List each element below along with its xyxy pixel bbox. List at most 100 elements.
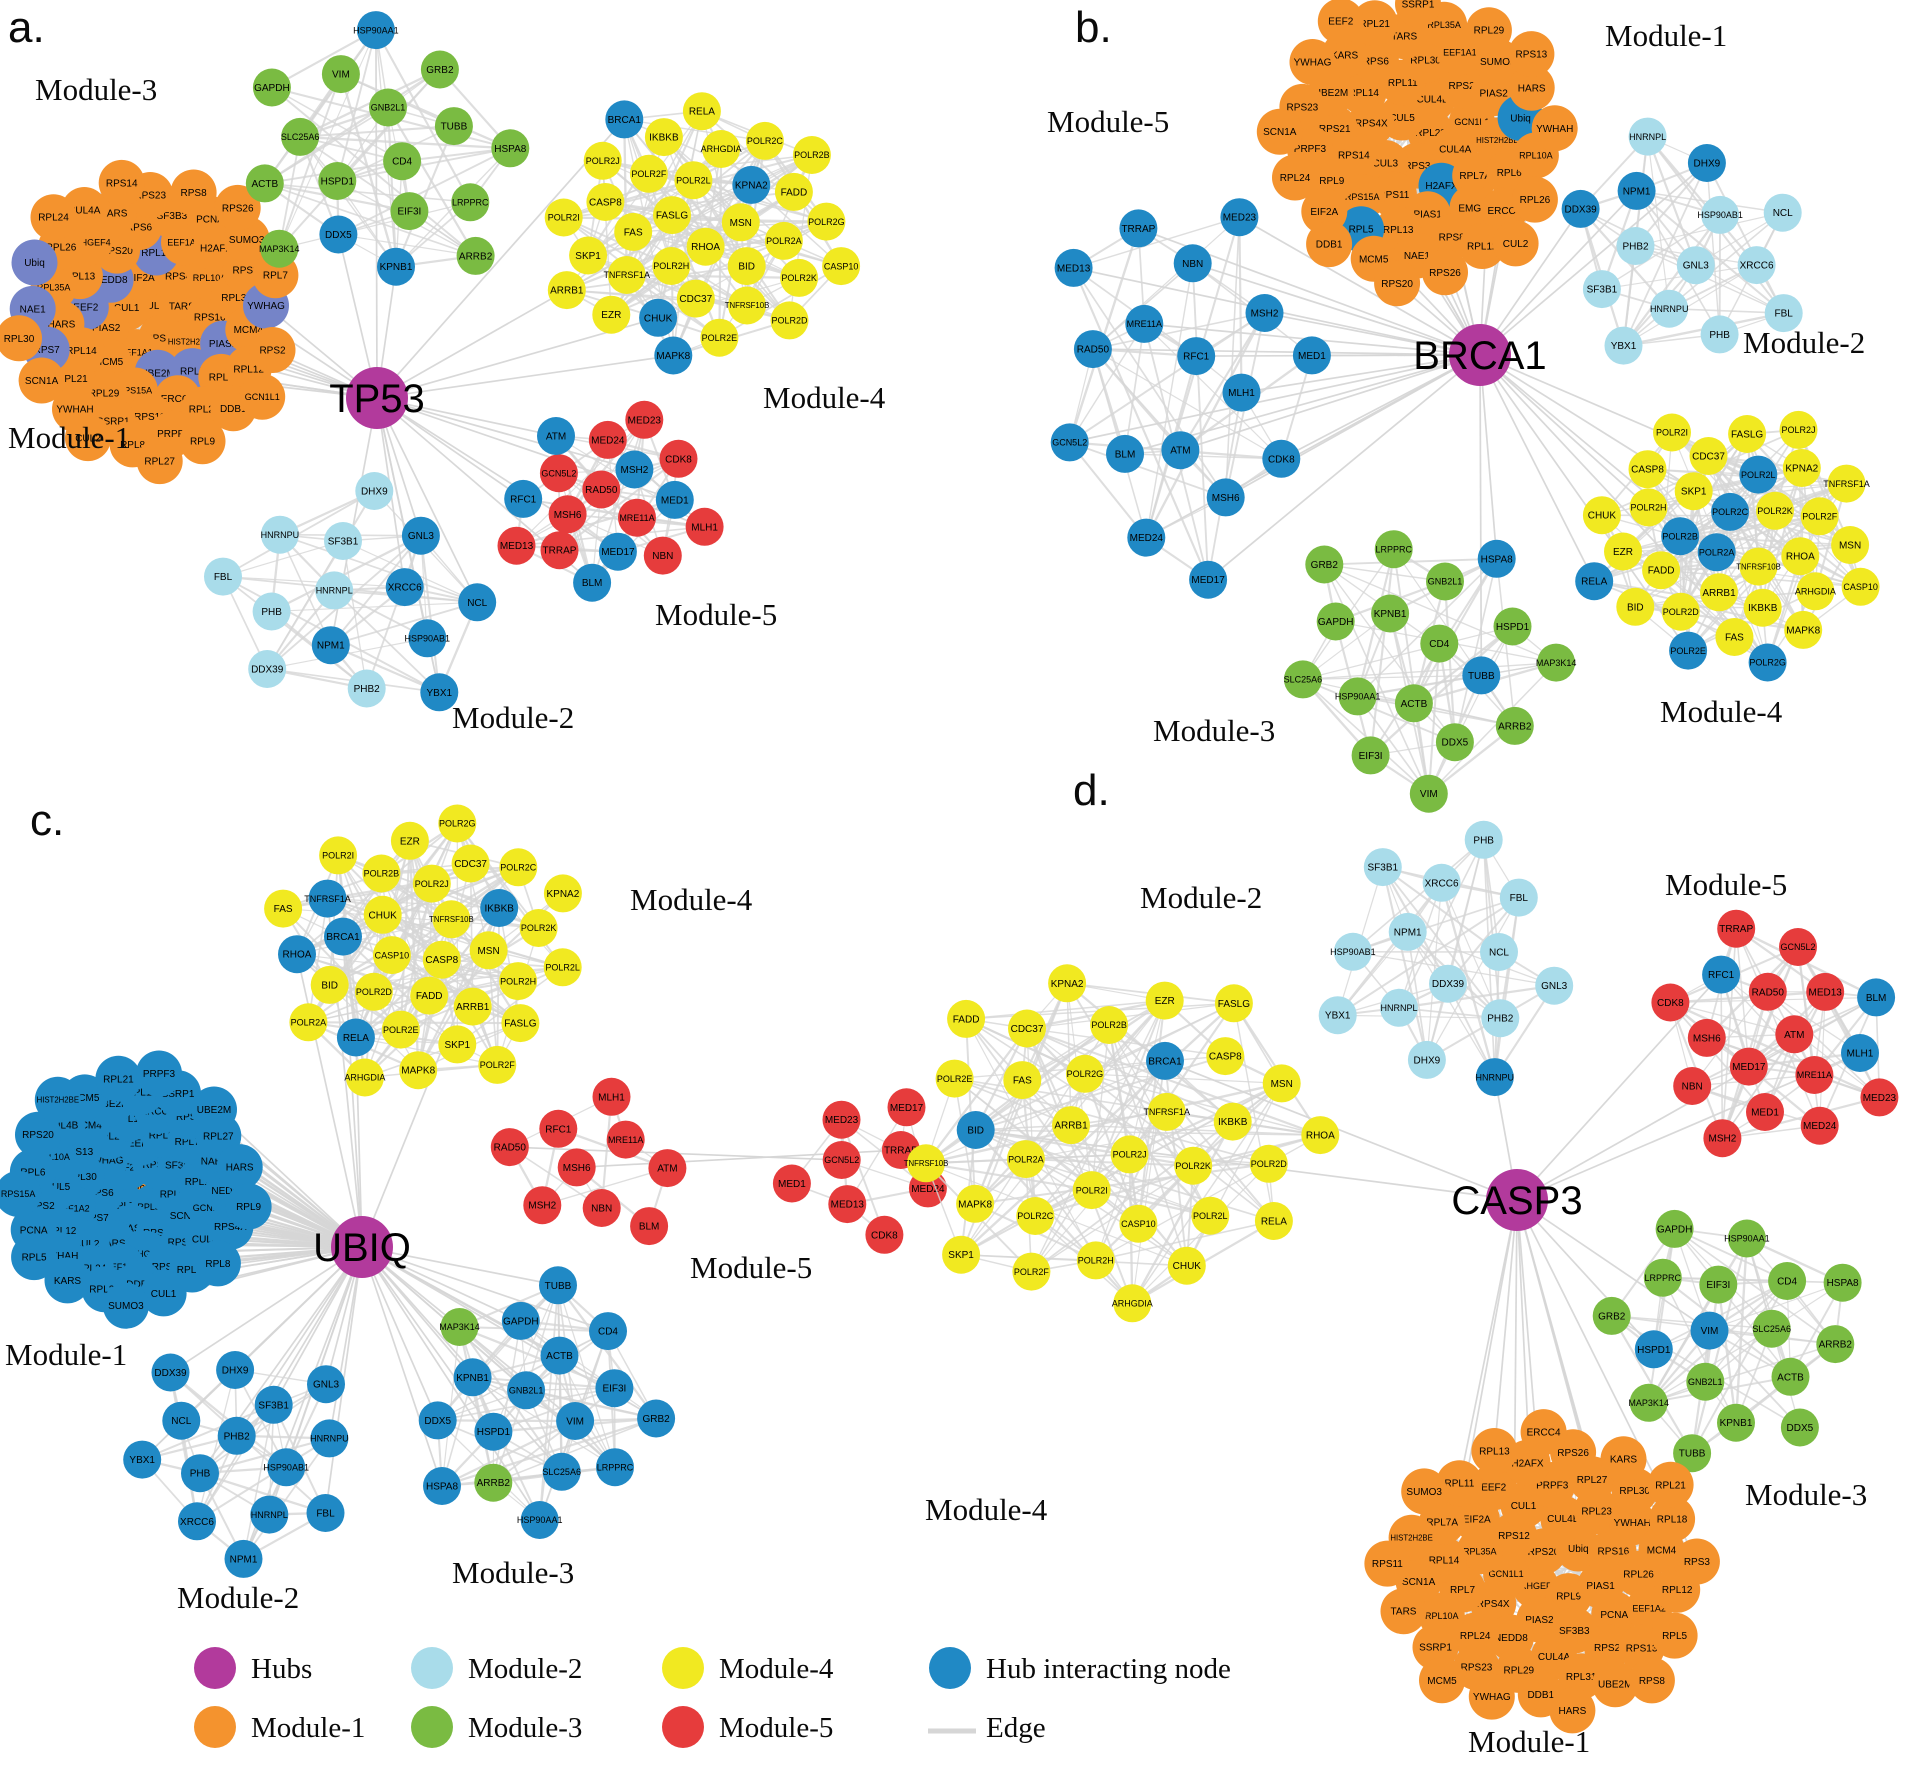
node-label: NAE1 [20, 304, 47, 315]
node-label: RPL11 [141, 248, 171, 259]
edge [1674, 1228, 1792, 1378]
hub-edge [1180, 354, 1481, 452]
node-label: RPL12 [1662, 1585, 1693, 1596]
edge [1670, 990, 1826, 1004]
node-label: TNFRSF1A [603, 270, 650, 280]
edge [1030, 1000, 1166, 1272]
node-label: RAD50 [1077, 345, 1110, 356]
node-HNRNPL [315, 571, 354, 610]
node-label: EEF2 [1328, 17, 1353, 28]
node-HARS [216, 1144, 263, 1191]
node-KPNB1 [377, 247, 415, 286]
node-label: YWHAG [247, 301, 285, 312]
node-label: IKBKB [1748, 603, 1778, 614]
hub-edge [1207, 354, 1481, 581]
node-label: TUBB [441, 122, 468, 133]
node-FADD [410, 976, 449, 1015]
node-label: MSH6 [1693, 1033, 1721, 1044]
edge [1622, 162, 1708, 346]
node-YWHAG [1289, 39, 1336, 85]
node-label: POLR2I [322, 851, 354, 861]
node-POLR2K [1756, 491, 1794, 530]
node-HSP90AB1 [1333, 932, 1372, 971]
node-label: FADD [416, 991, 443, 1002]
hub-edge [1479, 354, 1595, 582]
node-RAD50 [490, 1128, 529, 1167]
node-label: SF3B3 [165, 1161, 196, 1172]
node-label: ARHGDIA [344, 1073, 385, 1083]
node-POLR2E [381, 1010, 420, 1049]
node-label: IKBKB [649, 133, 679, 144]
node-label: RPL7 [110, 1201, 135, 1212]
node-MED17 [1729, 1047, 1768, 1086]
node-label: NCL [171, 1416, 191, 1427]
node-label: RPS11 [1372, 1559, 1403, 1570]
node-label: HNRNPU [261, 530, 300, 540]
node-MED17 [1189, 560, 1228, 599]
node-label: TUBB [1679, 1449, 1706, 1460]
node-label: RPL13 [1479, 1447, 1510, 1458]
node-label: RPS4X [165, 272, 198, 283]
edge [1428, 626, 1514, 795]
node-label: PHB2 [1487, 1014, 1514, 1025]
node-RPL8 [194, 1240, 241, 1287]
node-HSPA8 [1477, 539, 1516, 578]
node-label: POLR2C [747, 136, 784, 146]
node-label: POLR2D [356, 987, 393, 997]
node-label: EZR [1155, 996, 1175, 1007]
node-RPS3 [1673, 1538, 1720, 1585]
node-label: LRPPRC [452, 197, 489, 207]
node-label: SKP1 [948, 1250, 974, 1261]
node-label: DDB1 [1316, 240, 1343, 251]
node-label: VIM [1701, 1326, 1719, 1337]
node-CDC37 [676, 279, 715, 318]
node-MLH1 [1222, 373, 1261, 412]
node-label: PHB [190, 1469, 211, 1480]
node-label: YWHAH [56, 405, 93, 416]
edge [223, 576, 405, 588]
node-BID [727, 247, 766, 286]
node-label: CHUK [644, 313, 673, 324]
node-label: ATM [1170, 446, 1190, 457]
edge [1069, 312, 1266, 444]
node-label: ARRB1 [456, 1002, 490, 1013]
node-label: ARHGEF4 [68, 238, 111, 248]
edge [271, 601, 478, 613]
edge [419, 535, 441, 693]
edge [1722, 1096, 1880, 1140]
node-label: RPL31 [1566, 1672, 1597, 1683]
node-label: MSH2 [1709, 1134, 1737, 1145]
node-label: PRPF3 [143, 1069, 176, 1080]
edge [1440, 882, 1496, 1078]
node-EIF3I [1351, 736, 1390, 775]
node-CHUK [363, 895, 402, 934]
node-RAD50 [1073, 330, 1112, 369]
node-label: CUL2 [74, 1239, 100, 1250]
node-MED13 [1806, 972, 1845, 1011]
node-label: HSP90AA1 [1335, 692, 1381, 702]
node-label: YWHAG [86, 1156, 124, 1167]
module-label-a-m1: Module-1 [8, 420, 130, 455]
edge [337, 147, 511, 182]
node-label: RPS3 [176, 1112, 203, 1123]
node-label: MSH6 [554, 510, 582, 521]
node-label: CDC37 [1692, 452, 1725, 463]
node-FAS [1003, 1061, 1042, 1100]
edge [1646, 135, 1758, 266]
node-label: GRB2 [426, 65, 454, 76]
node-RPS8 [170, 169, 217, 216]
edge [196, 1437, 330, 1523]
node-label: RPL5 [1662, 1631, 1687, 1642]
node-MSH6 [1206, 478, 1245, 517]
node-KPNB1 [453, 1358, 492, 1397]
node-label: RPL13 [114, 1114, 145, 1125]
edge [1026, 1027, 1212, 1217]
hub-edge [376, 397, 479, 603]
node-HSPD1 [318, 162, 357, 200]
node-EZR [592, 295, 631, 334]
node-label: EZR [1613, 547, 1633, 558]
edge [1131, 1082, 1283, 1304]
node-label: KPNA2 [1785, 464, 1818, 475]
node-label: RPS20 [101, 246, 133, 257]
node-label: RPL30 [1619, 1486, 1650, 1497]
